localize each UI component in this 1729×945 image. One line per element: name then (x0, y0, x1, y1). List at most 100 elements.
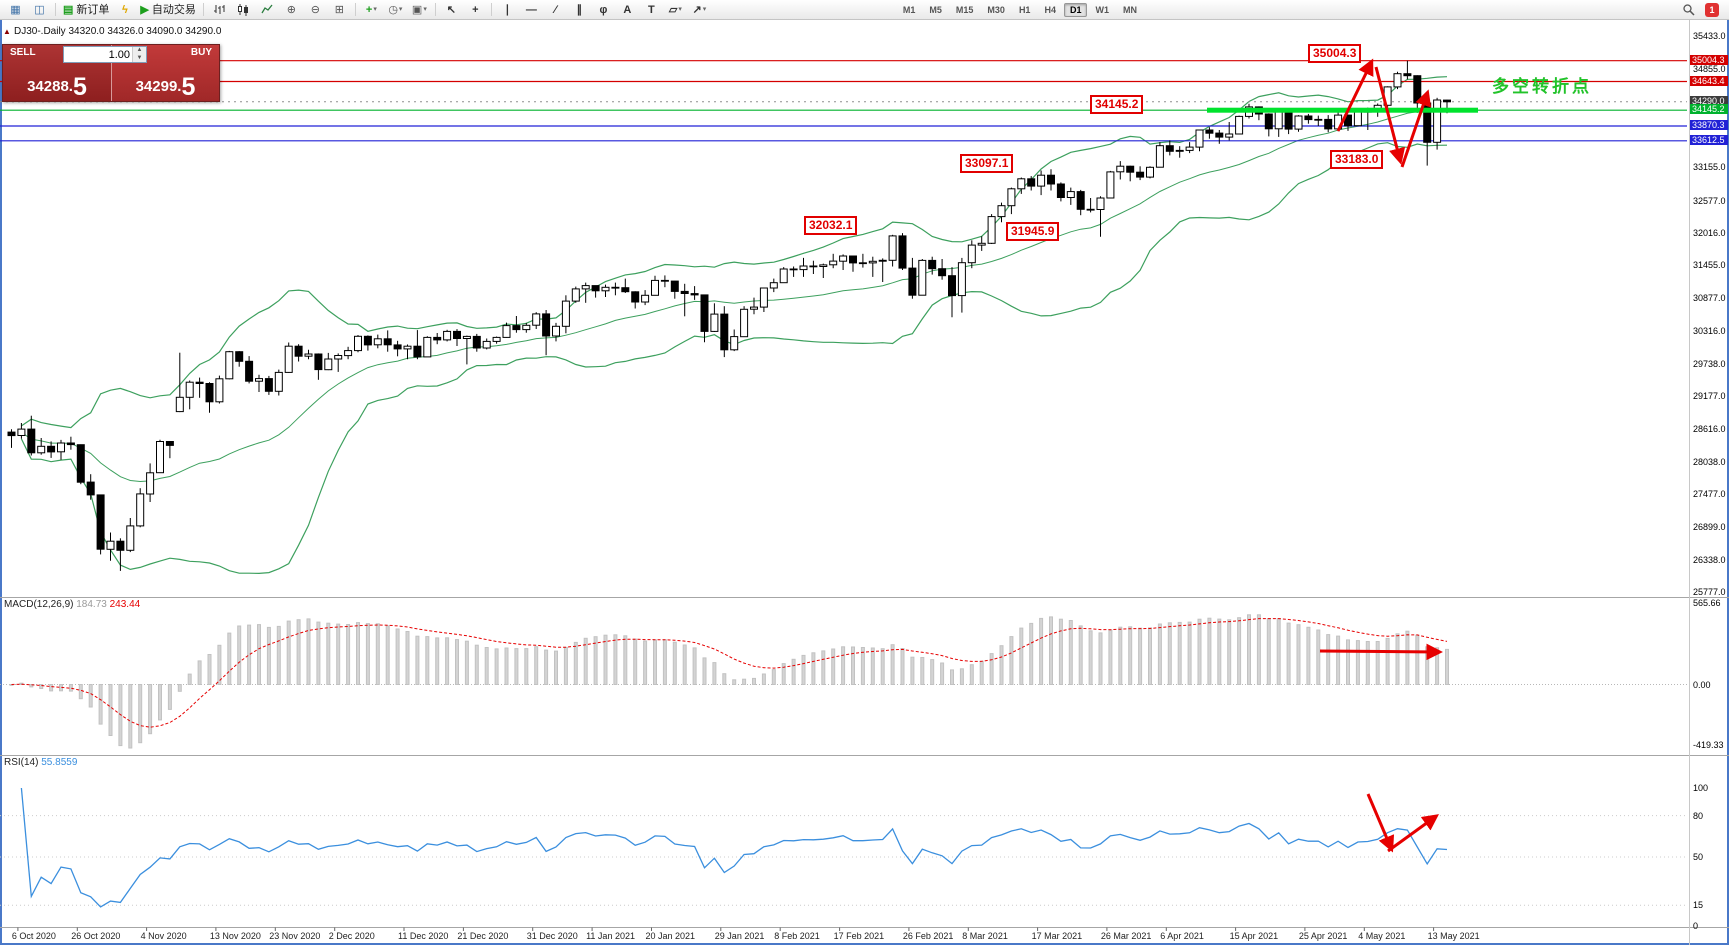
price-level-label: 34290.0 (1690, 95, 1728, 106)
drawn-arrow[interactable] (1319, 643, 1443, 661)
buy-price-main: 34299. (135, 78, 182, 95)
autotrade-button[interactable]: ▶ 自动交易 (137, 1, 198, 19)
turning-point-label[interactable]: 多空转折点 (1492, 77, 1592, 96)
candle-chart-button[interactable] (232, 1, 255, 19)
tf-button-h1[interactable]: H1 (1018, 4, 1031, 15)
toolbar: ▦ ◫ ▤ 新订单 ϟ ▶ 自动交易 ⊕ ⊖ ⊞ + ▾ ◷ ▾ ▣ ▾ ↖ + ∣ — … (0, 0, 1729, 20)
price-callout[interactable]: 34145.2 (1090, 95, 1144, 114)
template-icon: ▣ (411, 3, 423, 16)
channel-tool[interactable]: ∥ (568, 1, 591, 19)
rsi-scale-tick: 100 (1693, 783, 1709, 793)
fibonacci-icon: φ (599, 3, 608, 16)
macd-scale-tick: 565.66 (1693, 598, 1721, 608)
toolbar-separator (202, 3, 204, 16)
tf-button-m30[interactable]: M30 (987, 4, 1005, 15)
tf-button-m1[interactable]: M1 (902, 4, 916, 15)
price-tick: 25777.0 (1693, 587, 1726, 597)
sell-price: 34288. 5 (3, 75, 111, 100)
notification-badge[interactable]: 1 (1705, 2, 1719, 17)
new-order-icon: ▤ (63, 3, 74, 16)
price-callout[interactable]: 32032.1 (804, 216, 858, 235)
volume-input[interactable] (64, 47, 132, 62)
text-icon: A (623, 3, 632, 16)
price-callout[interactable]: 33097.1 (960, 154, 1014, 173)
text-tool[interactable]: A (616, 1, 639, 19)
vertical-line-tool[interactable]: ∣ (496, 1, 519, 19)
price-tick: 27477.0 (1693, 489, 1726, 500)
price-tick: 28616.0 (1693, 423, 1726, 434)
price-callout[interactable]: 33183.0 (1330, 150, 1384, 169)
drawn-arrow[interactable] (1387, 814, 1440, 853)
price-tick: 30316.0 (1693, 325, 1726, 336)
drawn-arrow[interactable] (1336, 58, 1374, 132)
price-tick: 34855.0 (1693, 64, 1726, 75)
macd-main-value: 184.73 (76, 599, 107, 610)
label-tool[interactable]: T (640, 1, 663, 19)
macd-name: MACD(12,26,9) (4, 599, 74, 610)
zoom-out-button[interactable]: ⊖ (304, 1, 327, 19)
cursor-tool-button[interactable]: ↖ (440, 1, 463, 19)
arrow-object-icon: ↗ (692, 3, 702, 16)
shapes-tool[interactable]: ▱ ▾ (664, 1, 687, 19)
spinner-down-icon[interactable]: ▼ (133, 54, 146, 62)
drawn-arrow[interactable] (1400, 89, 1432, 168)
search-button[interactable] (1677, 1, 1700, 19)
volume-box: ▲▼ (63, 46, 147, 63)
price-callout[interactable]: 31945.9 (1006, 222, 1060, 241)
chart-title: DJ30-.Daily 34320.0 34326.0 34090.0 3429… (14, 26, 222, 37)
price-tick: 26899.0 (1693, 522, 1726, 533)
arrows-tool[interactable]: ↗ ▾ (688, 1, 711, 19)
tf-button-m15[interactable]: M15 (955, 4, 974, 15)
line-chart-button[interactable] (256, 1, 279, 19)
price-tick: 30877.0 (1693, 293, 1726, 304)
price-level-label: 33870.3 (1690, 120, 1728, 130)
bar-chart-button[interactable] (208, 1, 231, 19)
zoom-in-icon: ⊕ (286, 3, 296, 16)
zoom-in-button[interactable]: ⊕ (280, 1, 303, 19)
price-tick: 35433.0 (1693, 31, 1726, 41)
charts-bar-button[interactable]: ▦ (4, 1, 27, 19)
tf-button-mn[interactable]: MN (1122, 4, 1137, 15)
tf-button-w1[interactable]: W1 (1095, 4, 1109, 15)
price-tick: 29738.0 (1693, 358, 1726, 369)
crosshair-tool-button[interactable]: + (464, 1, 487, 19)
one-click-collapse-icon[interactable]: ▲ (3, 27, 11, 36)
horizontal-line-tool[interactable]: — (520, 1, 543, 19)
chart-preview-button[interactable]: ◫ (28, 1, 51, 19)
price-level-label: 34145.2 (1690, 104, 1728, 115)
line-chart-icon (261, 4, 273, 14)
tf-button-h4[interactable]: H4 (1044, 4, 1056, 15)
new-order-button[interactable]: ▤ 新订单 (60, 1, 112, 19)
zoom-out-icon: ⊖ (310, 3, 320, 16)
drawn-arrow[interactable] (1366, 793, 1395, 853)
crosshair-icon: + (472, 3, 479, 16)
buy-label: BUY (190, 47, 212, 58)
chart-preview-icon: ◫ (34, 3, 45, 16)
chevron-down-icon: ▾ (678, 5, 682, 13)
templates-button[interactable]: ▣ ▾ (408, 1, 431, 19)
tile-windows-button[interactable]: ⊞ (328, 1, 351, 19)
buy-price: 34299. 5 (112, 75, 219, 100)
price-callout[interactable]: 35004.3 (1308, 44, 1362, 63)
spinner-up-icon[interactable]: ▲ (133, 47, 146, 55)
periods-button[interactable]: ◷ ▾ (384, 1, 407, 19)
rsi-scale-tick: 0 (1693, 921, 1699, 931)
rsi-label: RSI(14) 55.8559 (4, 757, 77, 768)
autotrading-lightning-button[interactable]: ϟ (113, 1, 136, 19)
trendline-tool[interactable]: ∕ (544, 1, 567, 19)
rsi-scale-tick: 15 (1693, 900, 1704, 911)
chevron-down-icon: ▾ (398, 5, 403, 13)
price-tick: 32577.0 (1693, 195, 1726, 206)
tf-button-d1[interactable]: D1 (1063, 2, 1088, 17)
toolbar-separator (354, 3, 356, 16)
drawn-arrow[interactable] (1374, 66, 1406, 165)
sell-price-main: 34288. (27, 78, 73, 95)
fibonacci-tool[interactable]: φ (592, 1, 615, 19)
price-scale[interactable]: 35433.0 34855.0 33155.0 32577.0 32016.0 31455… (1690, 0, 1729, 945)
price-tick: 29177.0 (1693, 391, 1726, 402)
tf-button-m5[interactable]: M5 (929, 4, 942, 15)
macd-scale-tick: -419.33 (1693, 740, 1724, 750)
indicators-button[interactable]: + ▾ (360, 1, 383, 19)
